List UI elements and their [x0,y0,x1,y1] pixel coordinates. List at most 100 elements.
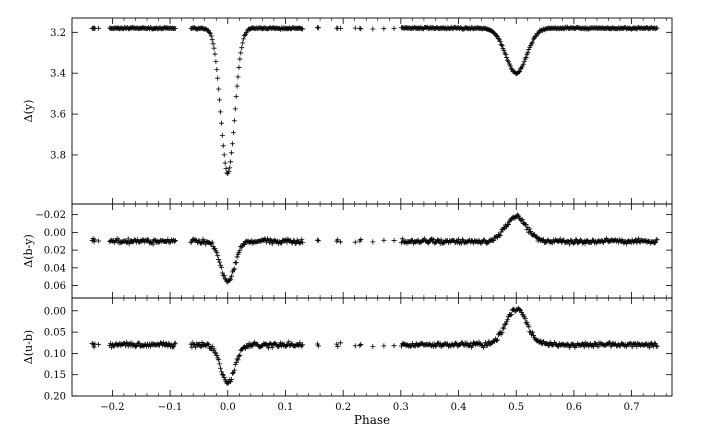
data-point [433,239,439,245]
data-point [498,42,504,48]
y-tick-label: 3.4 [50,69,66,80]
data-point [617,343,623,349]
data-point [223,166,229,172]
data-point [501,325,507,331]
data-point [352,25,358,31]
data-point [494,33,500,39]
y-tick-label: 0.20 [44,392,66,403]
data-point [209,37,215,43]
data-point [502,322,508,328]
data-point [231,118,237,124]
data-point [398,343,404,349]
data-point [300,26,306,32]
y-axis-label: Δ(y) [22,100,35,123]
data-point [391,343,397,349]
data-point [518,309,524,315]
data-point [624,241,630,247]
data-point [233,94,239,100]
data-point [170,344,176,350]
data-point [520,61,526,67]
x-tick-label: 0.1 [278,402,294,413]
data-point [207,31,213,37]
data-point [517,307,523,313]
data-point [502,50,508,56]
data-point [215,75,221,81]
data-point [92,341,98,347]
data-point [242,32,247,38]
data-point [96,342,102,348]
panel-u-b: −0.2 −0.1 0.0 0.1 0.2 0.3 0.4 0.5 0.6 0.7 0.00 0.05… [22,297,673,413]
data-point [391,25,397,31]
data-point [160,339,166,345]
y-tick-label: 0.00 [44,306,66,317]
data-point [242,241,247,247]
data-point [219,371,225,377]
data-point [205,341,211,347]
data-point [213,59,219,65]
panel-b-y: −0.02 0.00 0.02 0.04 0.06 Δ(b-y) [22,203,673,299]
data-point [244,343,250,349]
y-tick-label: 0.05 [44,328,66,339]
data-point [228,276,234,282]
data-point [292,241,298,247]
data-point [231,367,237,373]
data-point [228,379,234,385]
data-point [193,344,199,350]
data-point [229,376,235,382]
data-point [338,239,343,245]
data-point [235,357,241,363]
data-point [300,240,306,246]
data-point [165,236,171,242]
data-point [172,237,178,243]
data-point [171,238,177,244]
data-point [209,343,215,349]
data-point [522,316,528,322]
y-tick-label: 3.8 [50,150,66,161]
data-point [215,253,221,259]
data-point [516,69,522,75]
data-point [299,237,305,243]
data-point [212,51,218,57]
data-point [435,238,441,244]
x-tick-label: 0.5 [508,402,524,413]
data-point [172,26,178,32]
data-point [218,369,224,375]
data-point [358,237,364,243]
data-point [497,39,503,45]
data-point [525,50,531,56]
data-point [134,343,139,349]
plot-frame [71,17,673,205]
data-point [530,39,535,45]
data-point [238,50,244,56]
data-point [234,83,240,89]
data-point [206,341,211,347]
data-point [237,352,243,358]
data-point [221,273,227,279]
data-point [269,241,275,247]
data-point [651,240,657,246]
data-point [150,241,156,247]
data-point [230,141,235,147]
data-point [314,237,320,243]
y-axis-label: Δ(b-y) [22,234,35,268]
data-point [234,356,240,362]
data-point [358,26,364,32]
y-axis-label: Δ(u-b) [22,330,35,364]
data-point [508,66,514,72]
y-tick-label: 3.6 [50,110,66,121]
data-point [233,260,239,266]
data-point [172,340,178,346]
data-point [578,237,583,243]
data-point [219,132,225,138]
data-point [507,63,513,69]
data-point [212,246,218,252]
data-point [214,67,220,73]
data-point [357,343,363,349]
data-point [499,43,505,49]
data-point [171,341,177,347]
data-point [438,237,444,243]
data-point [530,329,535,335]
data-point [218,109,223,115]
data-point [494,337,500,343]
data-point [653,343,659,349]
